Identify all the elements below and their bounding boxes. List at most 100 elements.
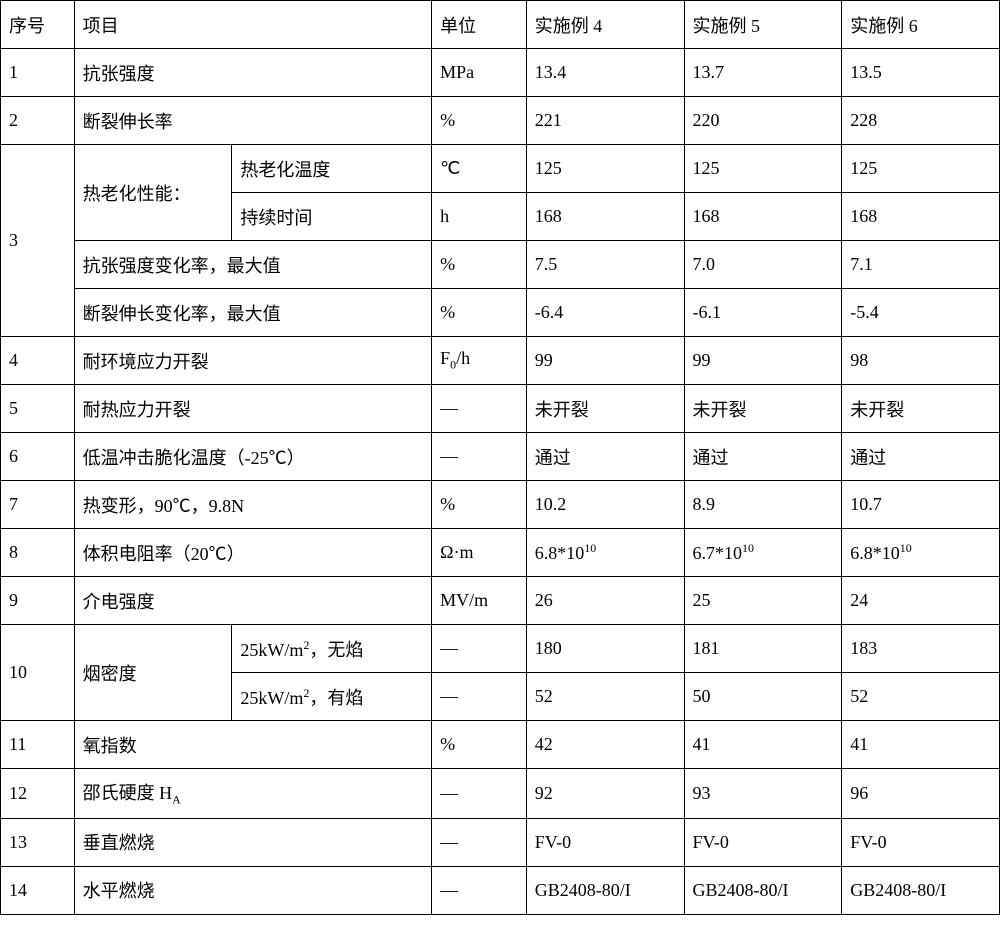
cell-value: 未开裂 — [842, 385, 1000, 433]
cell-sublabel: 25kW/m2，无焰 — [232, 625, 432, 673]
header-unit: 单位 — [432, 1, 527, 49]
cell-num: 6 — [1, 433, 75, 481]
table-row: 12 邵氏硬度 HA — 92 93 96 — [1, 769, 1000, 819]
cell-value: GB2408-80/I — [842, 866, 1000, 914]
cell-item: 断裂伸长率 — [74, 97, 432, 145]
cell-value: FV-0 — [842, 818, 1000, 866]
cell-value: 6.8*1010 — [526, 529, 684, 577]
cell-unit: ℃ — [432, 145, 527, 193]
cell-num: 14 — [1, 866, 75, 914]
cell-item: 耐环境应力开裂 — [74, 337, 432, 385]
cell-unit: — — [432, 433, 527, 481]
cell-value: 220 — [684, 97, 842, 145]
cell-unit: % — [432, 481, 527, 529]
table-header-row: 序号 项目 单位 实施例 4 实施例 5 实施例 6 — [1, 1, 1000, 49]
cell-value: 52 — [526, 673, 684, 721]
cell-value: 93 — [684, 769, 842, 819]
cell-unit: — — [432, 673, 527, 721]
table-row: 抗张强度变化率，最大值 % 7.5 7.0 7.1 — [1, 241, 1000, 289]
cell-value: 10.2 — [526, 481, 684, 529]
cell-value: 125 — [526, 145, 684, 193]
cell-sublabel: 持续时间 — [232, 193, 432, 241]
cell-value: 通过 — [526, 433, 684, 481]
cell-value: 50 — [684, 673, 842, 721]
header-num: 序号 — [1, 1, 75, 49]
cell-item: 断裂伸长变化率，最大值 — [74, 289, 432, 337]
cell-value: 7.1 — [842, 241, 1000, 289]
cell-value: FV-0 — [684, 818, 842, 866]
cell-unit: % — [432, 721, 527, 769]
header-example5: 实施例 5 — [684, 1, 842, 49]
cell-item: 热变形，90℃，9.8N — [74, 481, 432, 529]
cell-num: 12 — [1, 769, 75, 819]
cell-value: 125 — [842, 145, 1000, 193]
cell-value: 98 — [842, 337, 1000, 385]
cell-value: 41 — [684, 721, 842, 769]
cell-unit: — — [432, 818, 527, 866]
cell-value: -6.4 — [526, 289, 684, 337]
cell-num: 9 — [1, 577, 75, 625]
table-row: 13 垂直燃烧 — FV-0 FV-0 FV-0 — [1, 818, 1000, 866]
cell-value: 42 — [526, 721, 684, 769]
cell-unit: — — [432, 769, 527, 819]
cell-num: 7 — [1, 481, 75, 529]
cell-value: 6.7*1010 — [684, 529, 842, 577]
table-row: 11 氧指数 % 42 41 41 — [1, 721, 1000, 769]
table-row: 14 水平燃烧 — GB2408-80/I GB2408-80/I GB2408… — [1, 866, 1000, 914]
cell-value: 125 — [684, 145, 842, 193]
cell-value: 181 — [684, 625, 842, 673]
cell-num: 8 — [1, 529, 75, 577]
cell-group-label: 热老化性能： — [74, 145, 232, 241]
cell-value: -5.4 — [842, 289, 1000, 337]
cell-value: GB2408-80/I — [684, 866, 842, 914]
cell-item: 耐热应力开裂 — [74, 385, 432, 433]
cell-value: 10.7 — [842, 481, 1000, 529]
table-row: 6 低温冲击脆化温度（-25℃） — 通过 通过 通过 — [1, 433, 1000, 481]
cell-num: 2 — [1, 97, 75, 145]
table-row: 3 热老化性能： 热老化温度 ℃ 125 125 125 — [1, 145, 1000, 193]
cell-value: 13.5 — [842, 49, 1000, 97]
cell-item: 邵氏硬度 HA — [74, 769, 432, 819]
cell-value: 92 — [526, 769, 684, 819]
cell-value: 180 — [526, 625, 684, 673]
cell-value: 24 — [842, 577, 1000, 625]
table-row: 7 热变形，90℃，9.8N % 10.2 8.9 10.7 — [1, 481, 1000, 529]
cell-value: 7.0 — [684, 241, 842, 289]
table-row: 10 烟密度 25kW/m2，无焰 — 180 181 183 — [1, 625, 1000, 673]
cell-num: 3 — [1, 145, 75, 337]
cell-unit: — — [432, 625, 527, 673]
table-row: 9 介电强度 MV/m 26 25 24 — [1, 577, 1000, 625]
cell-sublabel: 25kW/m2，有焰 — [232, 673, 432, 721]
cell-value: -6.1 — [684, 289, 842, 337]
cell-value: GB2408-80/I — [526, 866, 684, 914]
table-row: 8 体积电阻率（20℃） Ω·m 6.8*1010 6.7*1010 6.8*1… — [1, 529, 1000, 577]
cell-unit: % — [432, 97, 527, 145]
cell-group-label: 烟密度 — [74, 625, 232, 721]
cell-value: 221 — [526, 97, 684, 145]
cell-value: 6.8*1010 — [842, 529, 1000, 577]
cell-value: FV-0 — [526, 818, 684, 866]
table-row: 1 抗张强度 MPa 13.4 13.7 13.5 — [1, 49, 1000, 97]
header-example4: 实施例 4 — [526, 1, 684, 49]
cell-unit: % — [432, 241, 527, 289]
cell-value: 228 — [842, 97, 1000, 145]
cell-value: 13.7 — [684, 49, 842, 97]
cell-unit: MPa — [432, 49, 527, 97]
cell-unit: F0/h — [432, 337, 527, 385]
cell-num: 11 — [1, 721, 75, 769]
cell-value: 25 — [684, 577, 842, 625]
cell-item: 体积电阻率（20℃） — [74, 529, 432, 577]
cell-num: 10 — [1, 625, 75, 721]
table-row: 2 断裂伸长率 % 221 220 228 — [1, 97, 1000, 145]
header-example6: 实施例 6 — [842, 1, 1000, 49]
cell-num: 4 — [1, 337, 75, 385]
cell-value: 168 — [684, 193, 842, 241]
cell-value: 8.9 — [684, 481, 842, 529]
cell-unit: Ω·m — [432, 529, 527, 577]
cell-value: 26 — [526, 577, 684, 625]
table-row: 4 耐环境应力开裂 F0/h 99 99 98 — [1, 337, 1000, 385]
cell-unit: — — [432, 385, 527, 433]
cell-sublabel: 热老化温度 — [232, 145, 432, 193]
table-row: 5 耐热应力开裂 — 未开裂 未开裂 未开裂 — [1, 385, 1000, 433]
cell-value: 52 — [842, 673, 1000, 721]
